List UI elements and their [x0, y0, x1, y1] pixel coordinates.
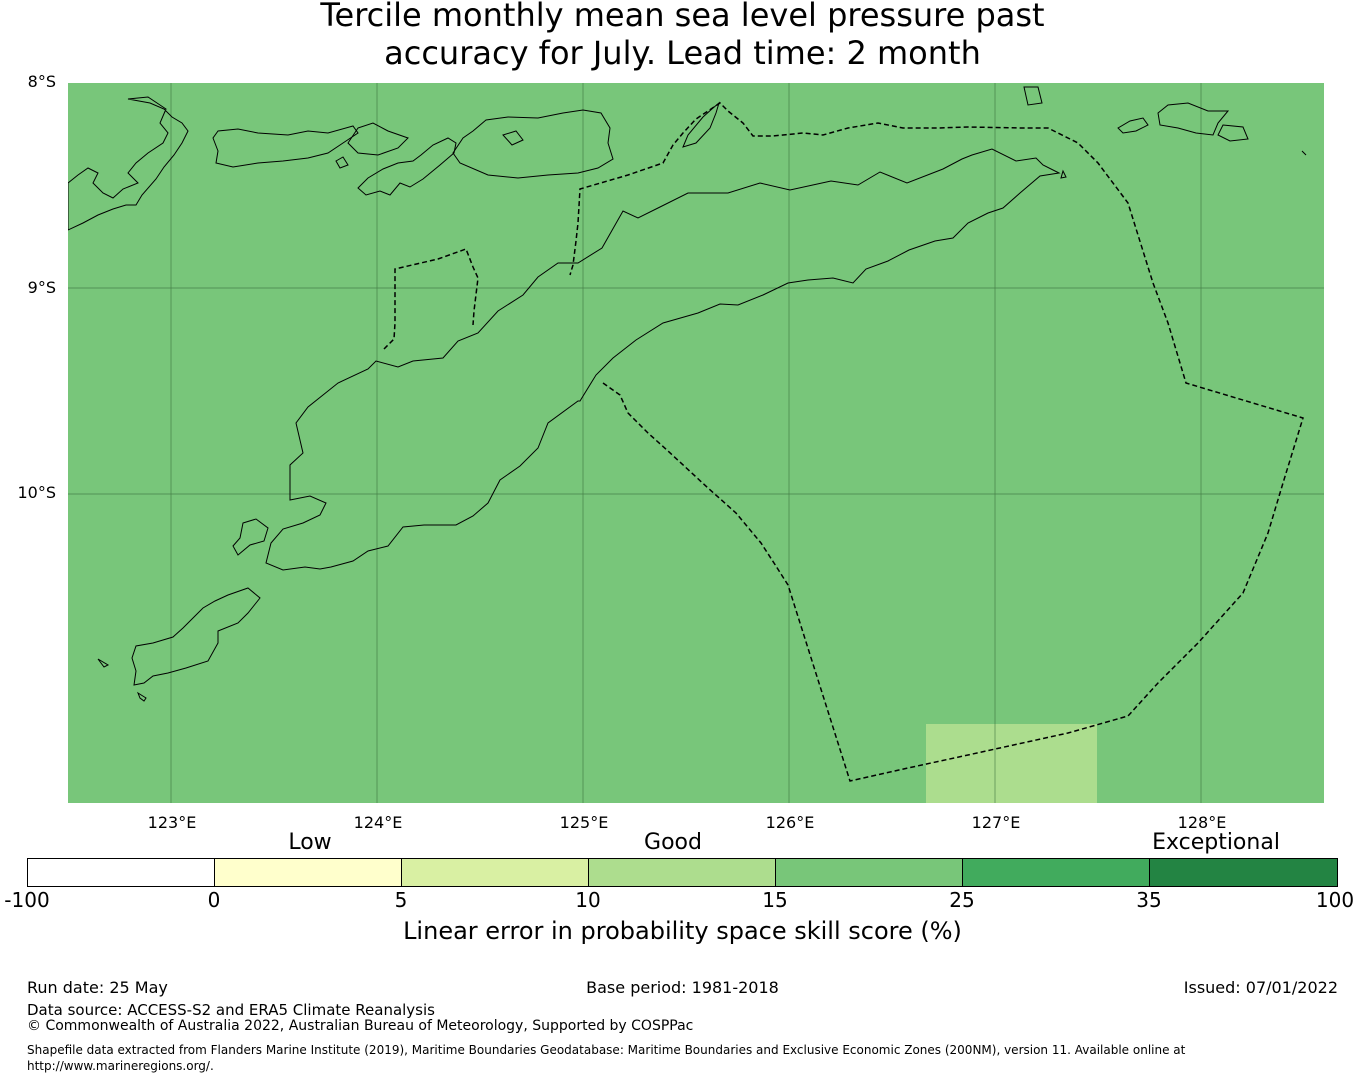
lon-label-123e: 123°E: [147, 813, 197, 832]
wetar-islet-east: [502, 130, 524, 146]
coastlines: [68, 86, 1307, 702]
timor-north-islet: [1060, 169, 1067, 179]
map-title: Tercile monthly mean sea level pressure …: [0, 0, 1365, 72]
semau-islet: [97, 658, 110, 668]
shapefile-credit: Shapefile data extracted from Flanders M…: [27, 1042, 1327, 1074]
wetar-coastline: [452, 109, 614, 179]
title-line-2: accuracy for July. Lead time: 2 month: [384, 34, 981, 72]
rote-coastline: [131, 587, 261, 686]
skill-patch: [926, 724, 1097, 803]
lat-label-9s: 9°S: [27, 278, 56, 297]
colorbar-tick-35: 35: [1136, 888, 1162, 912]
colorbar-tick-5: 5: [394, 888, 408, 912]
colorbar-tick-25: 25: [949, 888, 975, 912]
legend-category-exceptional: Exceptional: [1152, 830, 1280, 855]
colorbar-segment-5: [775, 858, 963, 887]
shapefile-credit-line-1: Shapefile data extracted from Flanders M…: [27, 1043, 1186, 1057]
data-source: Data source: ACCESS-S2 and ERA5 Climate …: [27, 1001, 435, 1019]
eez-boundaries: [383, 102, 1304, 782]
base-period: Base period: 1981-2018: [586, 978, 779, 997]
skill-background: [68, 83, 1324, 803]
lakor-coastline: [1117, 117, 1149, 134]
far-east-islet: [1301, 150, 1307, 156]
ndao-islet: [136, 691, 147, 702]
colorbar-tick-100: 100: [1315, 888, 1355, 912]
title-line-1: Tercile monthly mean sea level pressure …: [320, 0, 1045, 34]
colorbar-segment-6: [962, 858, 1150, 887]
colorbar-title: Linear error in probability space skill …: [403, 917, 962, 945]
moa-coastline: [1157, 102, 1230, 136]
legend-category-low: Low: [288, 830, 332, 855]
liran-islet: [335, 156, 349, 169]
atauro-coastline: [357, 137, 457, 196]
lon-label-125e: 125°E: [559, 813, 609, 832]
lat-label-10s: 10°S: [17, 483, 56, 502]
alor-coastline: [212, 125, 359, 168]
legend-category-good: Good: [644, 830, 702, 855]
sermata-islet: [1217, 124, 1249, 142]
colorbar-segment-1: [27, 858, 215, 887]
leti-islets: [1023, 86, 1043, 106]
colorbar-tick-10: 10: [575, 888, 601, 912]
colorbar-segment-4: [588, 858, 776, 887]
colorbar-tick-minus100: -100: [4, 888, 50, 912]
savu-coastline: [232, 518, 269, 556]
colorbar-segment-2: [214, 858, 402, 887]
copyright-notice: © Commonwealth of Australia 2022, Austra…: [27, 1018, 694, 1034]
map-panel: [68, 83, 1324, 803]
issued-date: Issued: 07/01/2022: [1183, 978, 1338, 997]
colorbar-segment-7: [1149, 858, 1338, 887]
colorbar-segment-3: [401, 858, 589, 887]
timor-leste-eez-boundary: [569, 102, 1304, 782]
shapefile-credit-line-2: http://www.marineregions.org/.: [27, 1059, 214, 1073]
colorbar: [27, 858, 1338, 887]
lembata-coastline: [68, 96, 189, 231]
lon-label-126e: 126°E: [765, 813, 815, 832]
gridlines: [68, 83, 1324, 803]
colorbar-tick-0: 0: [207, 888, 221, 912]
pantar-coastline: [347, 122, 409, 156]
colorbar-frame: [27, 858, 1338, 887]
run-date: Run date: 25 May: [27, 978, 168, 997]
lon-label-124e: 124°E: [353, 813, 403, 832]
lon-label-128e: 128°E: [1177, 813, 1227, 832]
timor-coastline: [265, 148, 1061, 571]
lat-label-8s: 8°S: [27, 72, 56, 91]
kisar-coastline: [682, 101, 720, 148]
colorbar-dividers: [214, 858, 1150, 887]
colorbar-tick-15: 15: [762, 888, 788, 912]
lon-label-127e: 127°E: [971, 813, 1021, 832]
